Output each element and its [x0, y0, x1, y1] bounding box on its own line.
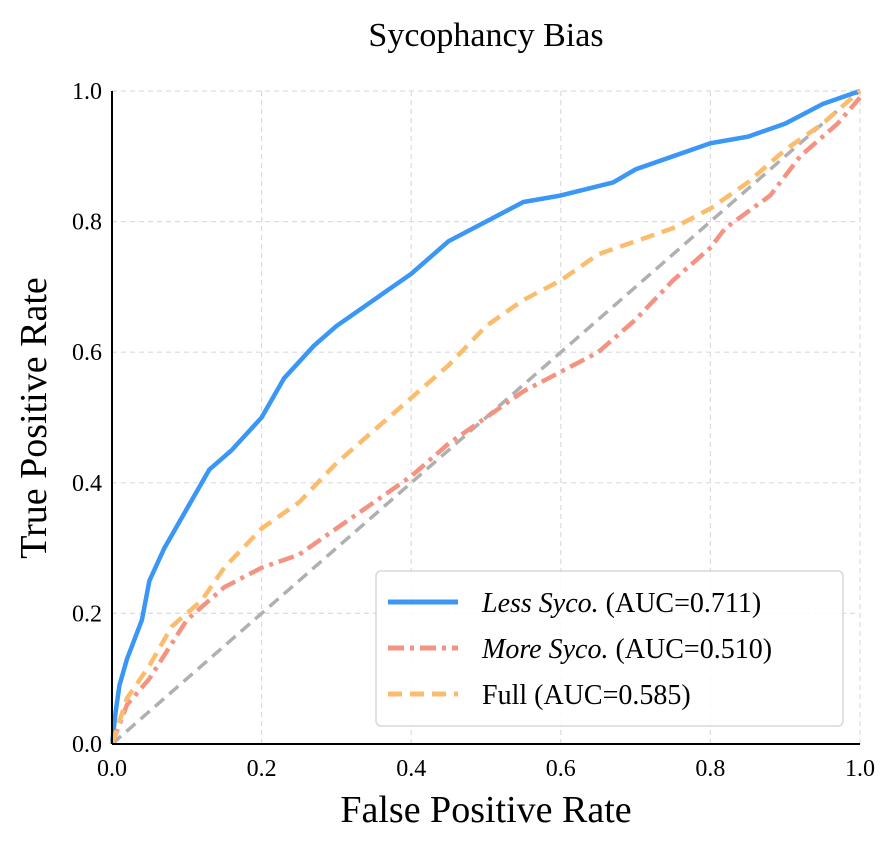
chart-title: Sycophancy Bias: [368, 17, 603, 54]
y-tick-label: 0.6: [72, 340, 102, 366]
y-tick-label: 0.4: [72, 471, 102, 497]
x-axis-label: False Positive Rate: [340, 789, 631, 831]
legend-label-text: (AUC=0.711): [599, 588, 762, 619]
legend-label-more-syco: More Syco. (AUC=0.510): [481, 634, 772, 665]
y-tick-label: 0.0: [72, 732, 102, 758]
y-ticks: 0.0 0.2 0.4 0.6 0.8 1.0: [72, 79, 102, 758]
series-line-less-syco: [109, 88, 861, 745]
legend-label-full-auc: Full (AUC=0.585): [482, 680, 691, 711]
legend-label-text: (AUC=0.510): [608, 634, 772, 665]
y-tick-label: 0.8: [72, 210, 102, 236]
y-axis-label: True Positive Rate: [13, 277, 55, 559]
series-group: [109, 88, 862, 745]
y-tick-label: 1.0: [72, 79, 102, 105]
legend-label-less-syco: Less Syco. (AUC=0.711): [481, 588, 761, 619]
x-tick-label: 1.0: [845, 756, 875, 782]
legend: Less Syco. (AUC=0.711) More Syco. (AUC=0.…: [375, 570, 844, 727]
series-line-more-syco: [109, 96, 862, 745]
legend-label-italic: Less Syco.: [481, 588, 599, 619]
y-tick-label: 0.2: [72, 601, 102, 627]
legend-label-italic: More Syco.: [481, 634, 608, 665]
x-tick-label: 0.4: [396, 756, 426, 782]
x-tick-label: 0.2: [247, 756, 277, 782]
legend-label-text: Full (AUC=0.585): [482, 680, 691, 711]
x-tick-label: 0.0: [97, 756, 127, 782]
x-tick-label: 0.8: [695, 756, 725, 782]
legend-box: [375, 570, 844, 727]
series-line-full-auc: [109, 89, 862, 745]
diagonal-reference-line: [110, 89, 862, 746]
x-tick-label: 0.6: [546, 756, 576, 782]
x-ticks: 0.0 0.2 0.4 0.6 0.8 1.0: [97, 756, 875, 782]
